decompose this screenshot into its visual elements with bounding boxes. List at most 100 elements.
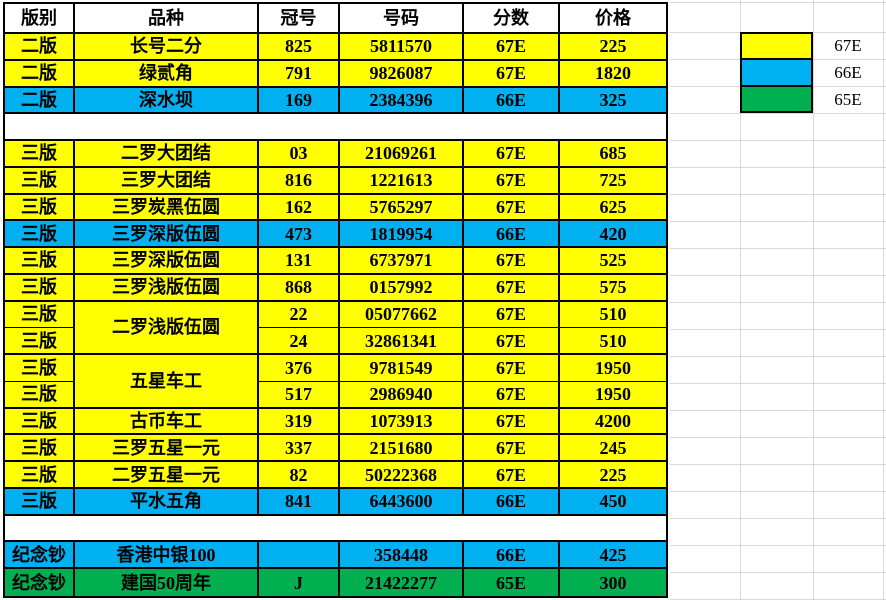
cell-grade[interactable]: 67E: [464, 301, 560, 329]
cell-variety[interactable]: 二罗大团结: [75, 141, 259, 168]
cell-number[interactable]: 21422277: [340, 569, 464, 596]
cell-prefix[interactable]: 162: [259, 194, 340, 222]
cell-grade[interactable]: 65E: [464, 569, 560, 596]
header-number[interactable]: 号码: [340, 4, 464, 34]
legend-swatch-65e[interactable]: [742, 86, 811, 111]
cell-number[interactable]: 5811570: [340, 34, 464, 61]
cell-number[interactable]: 1819954: [340, 221, 464, 249]
cell-edition[interactable]: 三版: [5, 194, 75, 222]
header-variety[interactable]: 品种: [75, 4, 259, 34]
cell-number[interactable]: 6443600: [340, 488, 464, 516]
cell-variety[interactable]: 五星车工: [75, 355, 259, 409]
legend-swatch-67e[interactable]: [742, 34, 811, 61]
cell-prefix[interactable]: 517: [259, 381, 340, 409]
cell-variety[interactable]: 三罗大团结: [75, 167, 259, 195]
cell-grade[interactable]: 66E: [464, 542, 560, 570]
cell-grade[interactable]: 67E: [464, 355, 560, 382]
cell-prefix[interactable]: 473: [259, 221, 340, 249]
cell-prefix[interactable]: 825: [259, 34, 340, 61]
cell-number[interactable]: 6737971: [340, 248, 464, 275]
cell-grade[interactable]: 67E: [464, 328, 560, 356]
cell-number[interactable]: 9781549: [340, 355, 464, 382]
cell-price[interactable]: 225: [560, 34, 666, 61]
cell-edition[interactable]: 三版: [5, 381, 75, 409]
cell-price[interactable]: 1950: [560, 355, 666, 382]
cell-grade[interactable]: 67E: [464, 248, 560, 275]
empty-row[interactable]: [5, 515, 666, 543]
cell-prefix[interactable]: 337: [259, 435, 340, 463]
cell-prefix[interactable]: 791: [259, 60, 340, 88]
cell-price[interactable]: 510: [560, 328, 666, 356]
cell-variety[interactable]: 深水坝: [75, 87, 259, 115]
cell-edition[interactable]: 三版: [5, 274, 75, 302]
legend-label-67e[interactable]: 67E: [834, 35, 862, 55]
cell-edition[interactable]: 三版: [5, 488, 75, 516]
cell-number[interactable]: 50222368: [340, 462, 464, 489]
cell-grade[interactable]: 67E: [464, 167, 560, 195]
cell-grade[interactable]: 67E: [464, 194, 560, 222]
cell-variety[interactable]: 三罗炭黑伍圆: [75, 194, 259, 222]
cell-price[interactable]: 575: [560, 274, 666, 302]
cell-edition[interactable]: 三版: [5, 462, 75, 489]
cell-variety[interactable]: 二罗浅版伍圆: [75, 301, 259, 356]
cell-grade[interactable]: 67E: [464, 60, 560, 88]
legend-label-65e[interactable]: 65E: [834, 89, 862, 109]
cell-variety[interactable]: 三罗五星一元: [75, 435, 259, 463]
cell-prefix[interactable]: 22: [259, 301, 340, 329]
cell-price[interactable]: 725: [560, 167, 666, 195]
cell-edition[interactable]: 三版: [5, 301, 75, 329]
cell-grade[interactable]: 67E: [464, 274, 560, 302]
cell-edition[interactable]: 二版: [5, 60, 75, 88]
cell-variety[interactable]: 三罗深版伍圆: [75, 248, 259, 275]
cell-grade[interactable]: 67E: [464, 435, 560, 463]
cell-edition[interactable]: 三版: [5, 221, 75, 249]
cell-edition[interactable]: 纪念钞: [5, 569, 75, 596]
cell-prefix[interactable]: 131: [259, 248, 340, 275]
cell-variety[interactable]: 香港中银100: [75, 542, 259, 570]
cell-prefix[interactable]: [259, 542, 340, 570]
cell-edition[interactable]: 三版: [5, 167, 75, 195]
cell-grade[interactable]: 66E: [464, 87, 560, 115]
header-grade[interactable]: 分数: [464, 4, 560, 34]
cell-edition[interactable]: 三版: [5, 328, 75, 356]
cell-price[interactable]: 245: [560, 435, 666, 463]
cell-variety[interactable]: 三罗深版伍圆: [75, 221, 259, 249]
cell-edition[interactable]: 三版: [5, 435, 75, 463]
cell-variety[interactable]: 平水五角: [75, 488, 259, 516]
cell-grade[interactable]: 66E: [464, 488, 560, 516]
cell-edition[interactable]: 二版: [5, 87, 75, 115]
cell-number[interactable]: 32861341: [340, 328, 464, 356]
cell-price[interactable]: 625: [560, 194, 666, 222]
cell-number[interactable]: 358448: [340, 542, 464, 570]
cell-variety[interactable]: 长号二分: [75, 34, 259, 61]
cell-prefix[interactable]: J: [259, 569, 340, 596]
cell-variety[interactable]: 绿贰角: [75, 60, 259, 88]
cell-price[interactable]: 510: [560, 301, 666, 329]
cell-number[interactable]: 9826087: [340, 60, 464, 88]
cell-number[interactable]: 1221613: [340, 167, 464, 195]
cell-prefix[interactable]: 816: [259, 167, 340, 195]
cell-prefix[interactable]: 24: [259, 328, 340, 356]
cell-prefix[interactable]: 376: [259, 355, 340, 382]
cell-grade[interactable]: 67E: [464, 462, 560, 489]
cell-prefix[interactable]: 169: [259, 87, 340, 115]
cell-price[interactable]: 420: [560, 221, 666, 249]
cell-number[interactable]: 05077662: [340, 301, 464, 329]
header-edition[interactable]: 版别: [5, 4, 75, 34]
cell-price[interactable]: 325: [560, 87, 666, 115]
cell-prefix[interactable]: 841: [259, 488, 340, 516]
header-prefix[interactable]: 冠号: [259, 4, 340, 34]
cell-price[interactable]: 4200: [560, 408, 666, 436]
cell-edition[interactable]: 二版: [5, 34, 75, 61]
header-price[interactable]: 价格: [560, 4, 666, 34]
cell-edition[interactable]: 纪念钞: [5, 542, 75, 570]
cell-number[interactable]: 21069261: [340, 141, 464, 168]
cell-price[interactable]: 1950: [560, 381, 666, 409]
cell-edition[interactable]: 三版: [5, 355, 75, 382]
cell-price[interactable]: 225: [560, 462, 666, 489]
cell-grade[interactable]: 67E: [464, 408, 560, 436]
cell-price[interactable]: 300: [560, 569, 666, 596]
cell-number[interactable]: 5765297: [340, 194, 464, 222]
legend-swatch-66e[interactable]: [742, 60, 811, 87]
cell-prefix[interactable]: 868: [259, 274, 340, 302]
